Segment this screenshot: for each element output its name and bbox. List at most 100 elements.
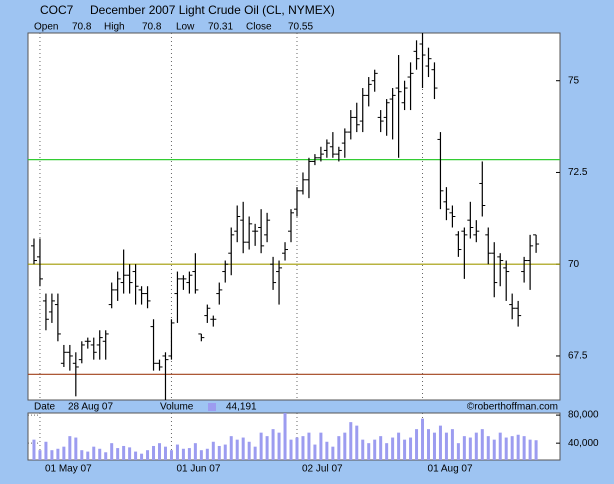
volume-legend-swatch	[208, 403, 216, 411]
x-tick-label: 02 Jul 07	[302, 464, 343, 475]
volume-bar	[361, 439, 365, 460]
volume-bar	[480, 429, 484, 460]
readout-value: 70.55	[288, 22, 313, 33]
x-tick-label: 01 Jun 07	[176, 464, 220, 475]
volume-bar	[110, 443, 114, 460]
readout-value: 70.8	[142, 22, 162, 33]
volume-bar	[253, 446, 257, 460]
volume-bar	[516, 434, 520, 460]
readout-value: 70.8	[72, 22, 92, 33]
volume-bar	[175, 444, 179, 460]
volume-bar	[158, 443, 162, 460]
volume-bar	[283, 413, 287, 460]
volume-bar	[68, 436, 72, 460]
volume-bar	[391, 437, 395, 460]
volume-bar	[474, 432, 478, 460]
volume-bar	[462, 436, 466, 460]
volume-bar	[223, 444, 227, 460]
volume-bar	[104, 452, 108, 460]
volume-bar	[373, 439, 377, 460]
volume-bar	[456, 443, 460, 460]
volume-bar	[295, 437, 299, 460]
volume-label: Volume	[160, 402, 194, 413]
x-tick-label: 01 Aug 07	[428, 464, 473, 475]
volume-bar	[468, 437, 472, 460]
readout-value: 70.31	[208, 22, 233, 33]
volume-bar	[301, 436, 305, 460]
volume-bar	[534, 440, 538, 460]
volume-bar	[265, 436, 269, 460]
volume-bar	[205, 448, 209, 460]
volume-bar	[450, 429, 454, 460]
volume-bar	[343, 432, 347, 460]
volume-bar	[307, 432, 311, 460]
chart-title: December 2007 Light Crude Oil (CL, NYMEX…	[90, 3, 335, 17]
volume-bar	[229, 436, 233, 460]
volume-bar	[349, 422, 353, 460]
volume-bar	[217, 445, 221, 460]
volume-bar	[403, 439, 407, 460]
volume-bar	[486, 436, 490, 460]
volume-bar	[432, 432, 436, 460]
volume-bar	[74, 437, 78, 460]
y-tick-label: 67.5	[568, 351, 588, 362]
volume-bar	[271, 429, 275, 460]
volume-bar	[426, 429, 430, 460]
volume-bar	[277, 432, 281, 460]
volume-bar	[504, 437, 508, 460]
volume-bar	[86, 451, 90, 460]
volume-bar	[134, 451, 138, 460]
volume-bar	[187, 448, 191, 460]
volume-bar	[337, 436, 341, 460]
volume-bar	[140, 453, 144, 460]
volume-bar	[259, 432, 263, 460]
volume-bar	[80, 450, 84, 460]
volume-bar	[355, 425, 359, 460]
date-label: Date	[34, 402, 56, 413]
x-tick-label: 01 May 07	[45, 464, 92, 475]
y-tick-label: 70	[568, 259, 580, 270]
volume-bar	[247, 441, 251, 460]
date-value: 28 Aug 07	[68, 402, 113, 413]
volume-bar	[498, 432, 502, 460]
watermark: ©roberthoffman.com	[467, 402, 558, 413]
volume-bar	[313, 444, 317, 460]
volume-bar	[379, 436, 383, 460]
volume-bar	[289, 439, 293, 460]
volume-bar	[128, 447, 132, 460]
volume-bar	[181, 448, 185, 460]
volume-bar	[44, 441, 48, 460]
volume-plot	[32, 413, 538, 460]
readout-label: High	[104, 22, 125, 33]
volume-bar	[397, 432, 401, 460]
volume-bar	[415, 429, 419, 460]
y-tick-label: 75	[568, 75, 580, 86]
volume-bar	[510, 436, 514, 460]
volume-bar	[50, 450, 54, 460]
readout-label: Close	[246, 22, 272, 33]
volume-bar	[152, 445, 156, 460]
volume-bar	[193, 443, 197, 460]
volume-bar	[331, 446, 335, 460]
volume-bar	[367, 443, 371, 460]
volume-value: 44,191	[226, 402, 257, 413]
volume-bar	[116, 448, 120, 460]
volume-bar	[528, 439, 532, 460]
volume-bar	[38, 450, 42, 460]
volume-bar	[319, 432, 323, 460]
volume-bar	[98, 448, 102, 460]
volume-tick-label: 40,000	[568, 438, 599, 449]
price-plot	[28, 33, 560, 400]
volume-bar	[522, 436, 526, 460]
volume-bar	[235, 439, 239, 460]
volume-bar	[122, 445, 126, 460]
volume-bar	[62, 446, 66, 460]
volume-bar	[421, 418, 425, 460]
readout-label: Low	[176, 22, 195, 33]
volume-bar	[169, 450, 173, 460]
volume-bar	[56, 448, 60, 460]
volume-bar	[438, 425, 442, 460]
volume-bar	[325, 441, 329, 460]
